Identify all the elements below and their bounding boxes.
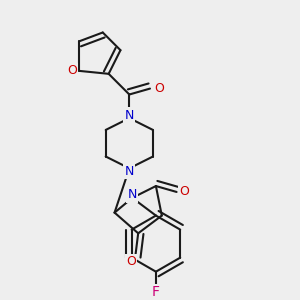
Text: N: N <box>124 109 134 122</box>
Text: N: N <box>128 188 137 201</box>
Text: O: O <box>179 185 189 199</box>
Text: O: O <box>154 82 164 95</box>
Text: O: O <box>67 64 77 77</box>
Text: F: F <box>152 285 160 299</box>
Text: O: O <box>126 255 136 268</box>
Text: N: N <box>124 165 134 178</box>
